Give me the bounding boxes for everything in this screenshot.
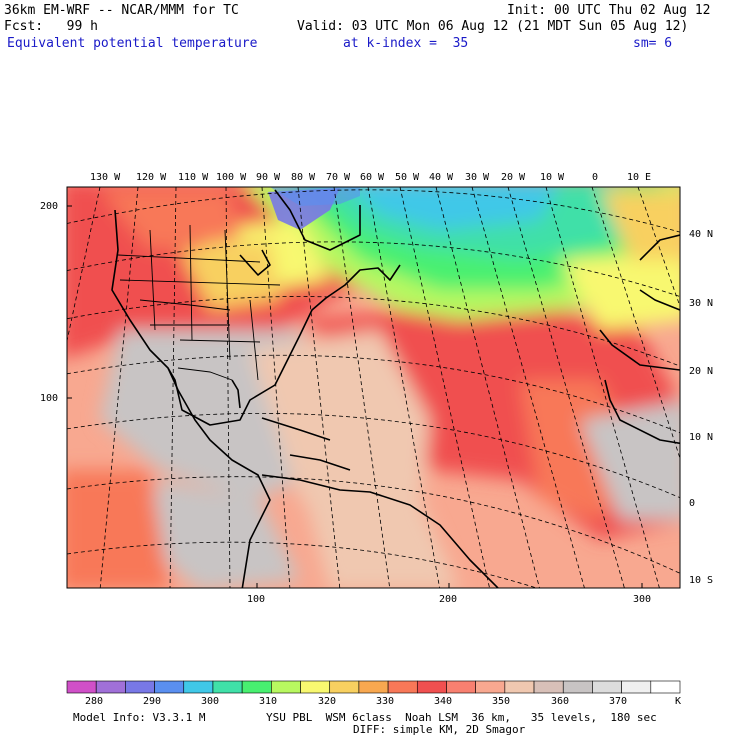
grid-x-label: 100 <box>247 594 266 605</box>
smoothing-value: sm= 6 <box>633 36 673 51</box>
legend-swatch <box>154 680 185 694</box>
valid-time: Valid: 03 UTC Mon 06 Aug 12 (21 MDT Sun … <box>297 19 689 34</box>
legend-swatch <box>95 680 126 694</box>
lon-label: 90 W <box>256 172 281 183</box>
lon-label: 80 W <box>291 172 316 183</box>
legend-swatch <box>387 680 418 694</box>
legend-swatch <box>66 680 97 694</box>
legend-swatch <box>446 680 476 694</box>
legend-swatch <box>241 680 272 694</box>
lon-label: 70 W <box>326 172 351 183</box>
model-info: Model Info: V3.3.1 M <box>73 711 206 724</box>
lon-label: 10 E <box>627 172 652 183</box>
coastlines <box>111 189 680 588</box>
legend-colorbar <box>66 680 681 694</box>
political-borders <box>117 224 281 381</box>
lon-label: 100 W <box>216 172 247 183</box>
legend-swatch <box>125 680 155 694</box>
legend-label: 350 <box>492 696 511 707</box>
legend-label: 280 <box>85 696 104 707</box>
forecast-hour: Fcst: 99 h <box>4 19 98 34</box>
legend-swatch <box>212 680 243 694</box>
legend-label: 300 <box>201 696 220 707</box>
legend-swatch <box>562 680 593 694</box>
shaded-field <box>67 187 680 588</box>
init-time: Init: 00 UTC Thu 02 Aug 12 <box>507 3 711 18</box>
legend-swatch <box>329 680 360 694</box>
legend-label: 370 <box>609 696 628 707</box>
lon-label: 110 W <box>178 172 209 183</box>
lon-label: 10 W <box>540 172 565 183</box>
lat-lon-grid <box>67 187 680 588</box>
physics-info: YSU PBL WSM 6class Noah LSM 36 km, 35 le… <box>266 711 657 724</box>
legend-swatch <box>533 680 564 694</box>
legend-label: 290 <box>143 696 162 707</box>
legend-label: 330 <box>376 696 395 707</box>
diffusion-info: DIFF: simple KM, 2D Smagor <box>353 723 526 736</box>
legend-swatch <box>300 680 331 694</box>
lon-label: 20 W <box>501 172 526 183</box>
lon-label: 130 W <box>90 172 121 183</box>
legend-swatch <box>504 680 535 694</box>
axis-ticks <box>67 205 643 588</box>
grid-x-label: 300 <box>633 594 652 605</box>
grid-x-label: 200 <box>439 594 458 605</box>
lat-label: 10 S <box>689 575 714 586</box>
legend-swatch <box>271 680 301 694</box>
lat-label: 10 N <box>689 432 714 443</box>
legend-swatch <box>416 680 447 694</box>
legend-swatch <box>621 680 652 694</box>
level-index: at k-index = 35 <box>343 36 469 51</box>
lon-label: 0 <box>592 172 599 183</box>
lat-label: 0 <box>689 498 696 509</box>
lon-label: 30 W <box>465 172 490 183</box>
legend-swatch <box>358 680 389 694</box>
lon-label: 40 W <box>429 172 454 183</box>
lat-label: 40 N <box>689 229 714 240</box>
grid-y-label: 100 <box>40 393 59 404</box>
legend-label: 340 <box>434 696 453 707</box>
model-title: 36km EM-WRF -- NCAR/MMM for TC <box>4 3 239 18</box>
field-name: Equivalent potential temperature <box>7 36 258 51</box>
legend-swatch <box>183 680 214 694</box>
grid-y-label: 200 <box>40 201 59 212</box>
legend-swatch <box>592 680 622 694</box>
lat-label: 20 N <box>689 366 714 377</box>
legend-swatch <box>650 680 681 694</box>
lon-label: 60 W <box>360 172 385 183</box>
legend-swatch <box>475 680 506 694</box>
lat-label: 30 N <box>689 298 714 309</box>
legend-label: 320 <box>318 696 337 707</box>
lon-label: 50 W <box>395 172 420 183</box>
lon-label: 120 W <box>136 172 167 183</box>
legend-unit: K <box>675 696 682 707</box>
legend-label: 310 <box>259 696 278 707</box>
map-frame <box>66 186 681 589</box>
legend-label: 360 <box>551 696 570 707</box>
